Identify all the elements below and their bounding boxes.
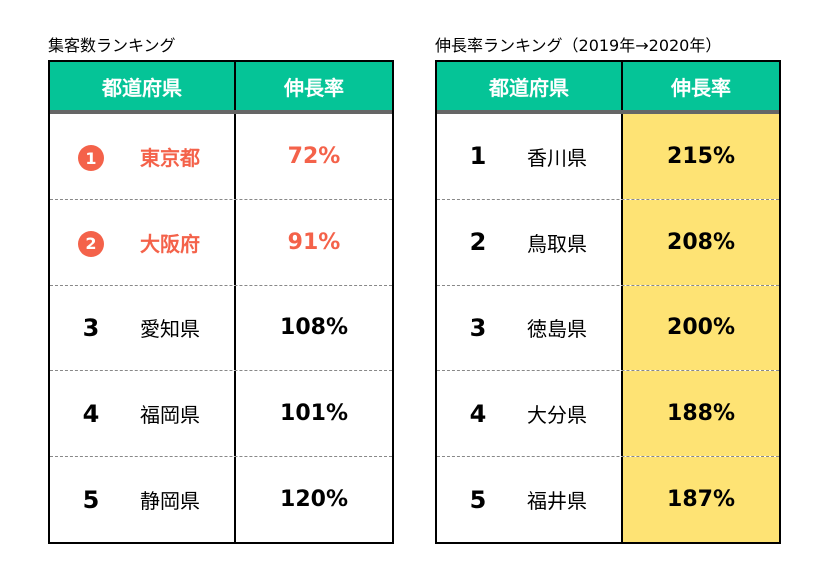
prefecture-name: 徳島県 — [527, 317, 587, 342]
left-table-title: 集客数ランキング — [48, 36, 176, 55]
rank-number: 5 — [82, 485, 100, 514]
growth-value: 91% — [287, 229, 341, 255]
table-row: 1 香川県 215% — [437, 114, 779, 200]
growth-value: 200% — [623, 285, 779, 371]
rank-badge-icon: 2 — [78, 230, 104, 257]
table-row: 4 大分県 188% — [437, 371, 779, 458]
right-table-title: 伸長率ランキング（2019年→2020年） — [435, 36, 722, 55]
prefecture-name: 香川県 — [527, 145, 587, 170]
prefecture-name: 東京都 — [140, 145, 200, 170]
header-prefecture: 都道府県 — [50, 62, 236, 110]
visitor-ranking-table: 都道府県 伸長率 1 東京都 72% 2 大阪府 91% 3 愛知県 108% 4 福岡… — [48, 60, 394, 544]
prefecture-name: 大分県 — [527, 403, 587, 428]
prefecture-name: 鳥取県 — [527, 231, 587, 256]
rank-number: 4 — [82, 399, 100, 428]
table-row: 5 福井県 187% — [437, 457, 779, 542]
header-growth: 伸長率 — [623, 62, 779, 110]
growth-value: 72% — [287, 143, 341, 169]
table-row: 5 静岡県 120% — [50, 457, 392, 542]
rank-number: 5 — [469, 485, 487, 514]
prefecture-name: 愛知県 — [140, 317, 200, 342]
rank-badge-icon: 1 — [78, 145, 104, 172]
table-header: 都道府県 伸長率 — [50, 62, 392, 114]
table-row: 3 愛知県 108% — [50, 285, 392, 372]
table-row: 2 鳥取県 208% — [437, 199, 779, 286]
rank-number: 4 — [469, 399, 487, 428]
growth-value: 208% — [623, 199, 779, 285]
prefecture-name: 福岡県 — [140, 403, 200, 428]
growth-value: 108% — [280, 315, 348, 341]
prefecture-name: 福井県 — [527, 489, 587, 514]
growth-value: 187% — [623, 457, 779, 542]
header-prefecture: 都道府県 — [437, 62, 623, 110]
table-row: 4 福岡県 101% — [50, 371, 392, 458]
rank-number: 3 — [469, 313, 487, 342]
prefecture-name: 静岡県 — [140, 489, 200, 514]
prefecture-name: 大阪府 — [140, 231, 200, 256]
growth-ranking-table: 都道府県 伸長率 1 香川県 215% 2 鳥取県 208% 3 徳島県 200% 4… — [435, 60, 781, 544]
table-row: 2 大阪府 91% — [50, 199, 392, 286]
growth-value: 188% — [623, 371, 779, 457]
growth-value: 101% — [280, 401, 348, 427]
growth-value: 215% — [623, 114, 779, 199]
rank-number: 1 — [469, 142, 487, 171]
rank-number: 3 — [82, 313, 100, 342]
growth-value: 120% — [280, 487, 348, 513]
table-row: 3 徳島県 200% — [437, 285, 779, 372]
rank-number: 2 — [469, 228, 487, 257]
header-growth: 伸長率 — [284, 75, 344, 100]
table-row: 1 東京都 72% — [50, 114, 392, 200]
table-header: 都道府県 伸長率 — [437, 62, 779, 114]
